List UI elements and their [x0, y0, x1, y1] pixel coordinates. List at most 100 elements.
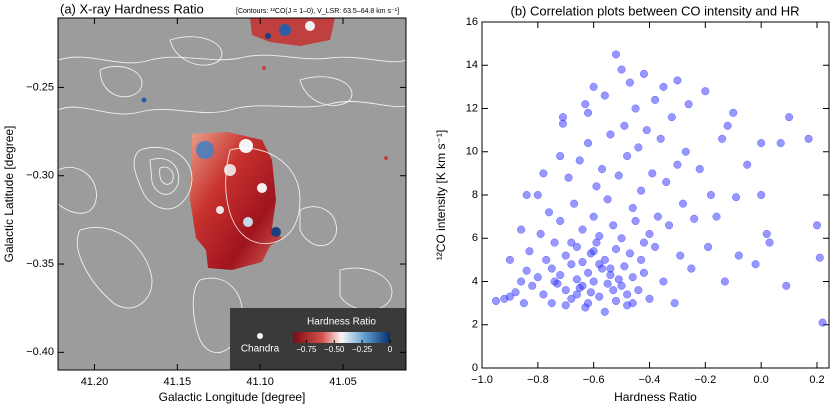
point — [578, 257, 587, 267]
point — [639, 238, 648, 247]
point — [572, 242, 581, 251]
y-tick-label: 0 — [472, 362, 478, 374]
y-tick-label: 14 — [466, 59, 478, 71]
point — [631, 104, 640, 113]
point — [584, 139, 593, 148]
point — [533, 190, 542, 200]
point — [757, 139, 766, 148]
y-tick-label: −0.35 — [26, 258, 54, 270]
point — [818, 318, 827, 327]
y-axis-title: ¹²CO intensity [K km s⁻¹] — [434, 130, 448, 260]
point — [620, 262, 629, 271]
x-tick-label: 41.20 — [81, 376, 109, 388]
axes-frame — [57, 17, 407, 371]
point — [662, 177, 671, 187]
point — [659, 277, 668, 286]
point — [600, 91, 609, 100]
point — [620, 121, 629, 130]
point — [617, 234, 626, 243]
point — [592, 182, 601, 191]
point — [595, 292, 604, 301]
point — [539, 169, 548, 178]
y-tick-label: 12 — [466, 102, 478, 114]
point — [547, 264, 556, 273]
point — [609, 286, 618, 295]
x-tick-label: −0.6 — [583, 374, 605, 386]
point — [606, 130, 615, 139]
point — [603, 279, 612, 288]
point — [528, 281, 537, 290]
point — [762, 229, 771, 238]
point — [651, 95, 660, 104]
point — [567, 238, 576, 247]
point — [606, 264, 615, 273]
y-axis-title: Galactic Latitude [degree] — [2, 126, 16, 263]
point — [589, 212, 598, 221]
point — [603, 195, 612, 204]
point — [812, 221, 822, 230]
point — [589, 82, 598, 91]
point — [589, 247, 598, 256]
point — [628, 273, 637, 282]
panel-subtitle: [Contours: ¹²CO(J = 1–0), V_LSR: 63.5–64… — [236, 8, 399, 15]
x-axis-title: Galactic Longitude [degree] — [159, 390, 306, 404]
point — [595, 260, 604, 269]
point — [704, 242, 713, 251]
point — [690, 214, 699, 223]
point — [639, 268, 648, 277]
point — [729, 108, 738, 117]
point — [542, 255, 551, 264]
point — [757, 190, 766, 200]
point — [765, 238, 774, 247]
point — [584, 268, 593, 277]
point — [550, 238, 559, 247]
y-tick-label: 2 — [472, 319, 478, 331]
point — [720, 277, 729, 286]
point — [556, 270, 565, 280]
point — [533, 273, 542, 282]
point — [578, 225, 587, 234]
point — [673, 160, 682, 169]
point — [491, 296, 501, 306]
x-tick-label: 41.05 — [329, 376, 357, 388]
point — [564, 173, 573, 182]
point — [572, 290, 581, 299]
x-tick-label: 41.10 — [246, 376, 274, 388]
colorbar-title: Hardness Ratio — [307, 317, 376, 328]
x-tick-label: 41.15 — [164, 376, 192, 388]
colorbar-tick-label: −0.25 — [352, 345, 373, 354]
point — [645, 229, 654, 238]
point — [623, 290, 632, 299]
y-tick-label: 4 — [472, 275, 478, 287]
y-tick-label: −0.40 — [26, 346, 54, 358]
point — [664, 221, 674, 230]
point — [670, 299, 679, 308]
point — [589, 277, 598, 286]
point — [651, 242, 660, 251]
point — [628, 203, 637, 213]
point — [706, 190, 715, 200]
point — [567, 294, 576, 303]
point — [681, 147, 690, 156]
point — [687, 264, 696, 273]
point — [734, 251, 743, 260]
point — [648, 169, 657, 178]
colorbar-tick-label: −0.75 — [296, 345, 317, 354]
point — [561, 251, 570, 260]
x-tick-label: −1.0 — [471, 374, 493, 386]
y-tick-label: 8 — [472, 189, 478, 201]
point — [575, 156, 584, 165]
point — [712, 212, 721, 221]
point — [637, 255, 646, 264]
colorbar — [293, 332, 390, 343]
point — [567, 260, 576, 269]
point — [558, 119, 568, 128]
point — [584, 108, 593, 117]
point — [617, 65, 626, 74]
point — [556, 152, 565, 161]
point — [525, 247, 534, 256]
point — [544, 208, 554, 217]
point — [634, 286, 643, 295]
point — [550, 277, 559, 286]
point — [547, 299, 556, 308]
